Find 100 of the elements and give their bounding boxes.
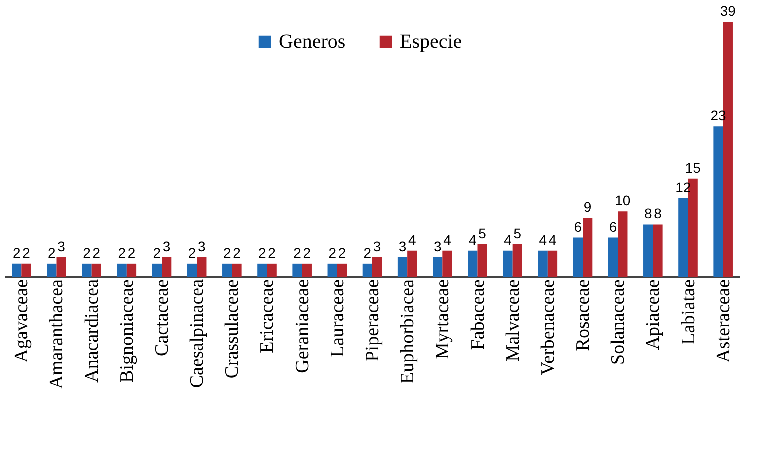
data-label: 3	[398, 238, 407, 254]
bar	[267, 264, 277, 277]
data-label: 2	[364, 244, 372, 261]
bar	[468, 250, 478, 277]
data-label: 2	[303, 244, 312, 261]
data-label: 2	[118, 244, 126, 261]
x-tick-label: Agavaceae	[12, 280, 33, 363]
x-tick-label: Apiaceae	[643, 280, 664, 350]
bar	[258, 264, 268, 277]
bar	[618, 212, 628, 277]
bar	[152, 264, 162, 277]
bar	[644, 224, 654, 277]
bar	[22, 264, 32, 277]
bar	[442, 250, 452, 277]
bar	[678, 198, 688, 277]
bar	[187, 264, 198, 277]
bar	[408, 250, 418, 277]
data-label: 4	[444, 232, 452, 248]
legend-label: Generos	[279, 31, 346, 53]
data-label: 2	[153, 244, 162, 261]
legend-label: Especie	[400, 31, 462, 53]
bar	[573, 238, 583, 277]
bar	[583, 218, 593, 277]
data-label: 6	[609, 218, 618, 235]
x-tick-label: Caesalpinacea	[187, 278, 208, 388]
x-tick-label: Geraniaceae	[292, 280, 314, 374]
data-label: 4	[539, 232, 548, 248]
data-label: 2	[83, 244, 92, 261]
x-tick-label: Crassulaceae	[222, 280, 244, 379]
bar	[608, 238, 618, 277]
data-label: 4	[469, 232, 478, 248]
data-label: 4	[504, 232, 512, 248]
x-tick-label: Euphorbiacea	[398, 278, 419, 384]
bar	[92, 264, 102, 277]
data-label: 39	[720, 3, 736, 19]
data-label: 4	[408, 232, 417, 248]
data-label: 2	[48, 244, 56, 261]
x-tick-label: Rosaceae	[573, 280, 594, 352]
bar	[653, 224, 663, 277]
bar	[398, 257, 408, 277]
bar	[47, 264, 57, 277]
data-label: 5	[514, 225, 522, 242]
x-tick-label: Ericaceae	[257, 280, 278, 354]
data-label: 3	[198, 238, 206, 254]
data-label: 2	[188, 244, 196, 261]
data-label: 2	[268, 244, 276, 261]
bar	[302, 264, 312, 277]
bar	[478, 244, 488, 277]
x-tick-label: Lauraceae	[327, 280, 348, 358]
data-label: 8	[654, 206, 662, 222]
bar	[362, 264, 372, 277]
data-label: 2	[233, 244, 242, 261]
data-label: 2	[12, 244, 21, 261]
bar	[197, 257, 207, 277]
data-label: 8	[644, 206, 652, 222]
x-tick-label: Solanaceae	[608, 280, 630, 365]
data-label: 4	[548, 232, 557, 248]
bar	[56, 257, 66, 277]
x-tick-label: Myrtaceae	[432, 280, 454, 360]
bar	[512, 244, 522, 277]
data-label: 3	[373, 238, 382, 254]
data-label: 15	[685, 160, 702, 176]
bar	[292, 264, 302, 277]
bar	[372, 257, 382, 277]
x-tick-label: Malvaceae	[502, 280, 524, 362]
x-tick-label: Anacardiacea	[82, 278, 103, 383]
x-tick-label: Piperaceae	[362, 280, 384, 362]
data-label: 2	[22, 244, 31, 261]
data-label: 2	[328, 244, 337, 261]
bar	[433, 257, 443, 277]
bar	[117, 264, 127, 277]
bar	[337, 264, 348, 277]
x-tick-label: Cactaceae	[152, 280, 173, 356]
bar	[714, 126, 724, 277]
data-label: 10	[615, 192, 631, 209]
data-label: 2	[258, 244, 267, 261]
bar	[548, 250, 558, 277]
bar	[222, 264, 232, 277]
x-tick-label: Asteraceae	[713, 280, 734, 363]
x-tick-label: Fabaceae	[468, 280, 489, 350]
bar	[503, 250, 513, 277]
x-tick-label: Amaranthacea	[46, 278, 68, 390]
data-label: 2	[294, 244, 302, 261]
bar	[538, 250, 548, 277]
data-label: 3	[434, 238, 442, 254]
data-label: 3	[58, 238, 66, 254]
bar	[82, 264, 92, 277]
bar	[126, 264, 137, 277]
bar	[12, 264, 22, 277]
data-label: 2	[128, 244, 136, 261]
bar	[162, 257, 172, 277]
x-tick-label: Verbenaceae	[538, 280, 559, 376]
data-label: 3	[162, 238, 171, 254]
data-label: 6	[574, 218, 582, 235]
data-label: 2	[92, 244, 101, 261]
data-label: 5	[478, 225, 487, 242]
bar	[232, 264, 242, 277]
data-label: 9	[584, 199, 592, 216]
x-tick-label: Bignoniaceae	[116, 280, 138, 383]
data-label: 2	[223, 244, 232, 261]
